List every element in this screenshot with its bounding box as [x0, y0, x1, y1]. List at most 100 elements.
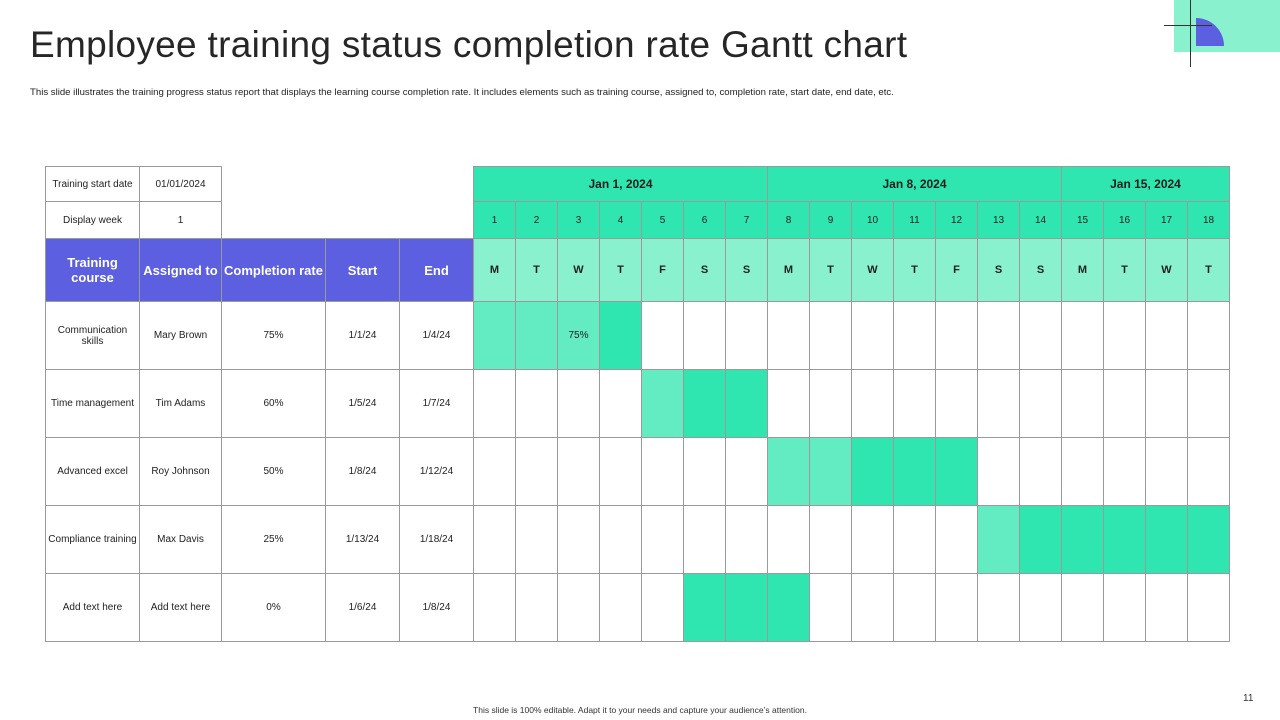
gantt-day-cell: [1145, 369, 1188, 438]
weekday-cell: W: [851, 238, 894, 302]
column-header-row: Training course Assigned to Completion r…: [45, 238, 1230, 302]
day-number-cell: 18: [1187, 201, 1230, 239]
gantt-day-cell: [1187, 437, 1230, 506]
task-course-cell[interactable]: Compliance training: [45, 505, 140, 574]
week-header-row: Training start date 01/01/2024 Jan 1, 20…: [45, 166, 1230, 202]
gantt-day-cell: [1103, 301, 1146, 370]
gantt-day-cell: [641, 505, 684, 574]
day-number-cell: 6: [683, 201, 726, 239]
gantt-day-cell: [1187, 369, 1230, 438]
task-rate-cell[interactable]: 0%: [221, 573, 326, 642]
weekday-cell: W: [557, 238, 600, 302]
gantt-bar-segment: [809, 437, 852, 506]
weekday-cell: T: [893, 238, 936, 302]
day-number-row: Display week 1 1 2 3 4 5 6 7 8 9 10 11 12 13 14 15 16 17…: [45, 201, 1230, 239]
gantt-day-cell: [1019, 301, 1062, 370]
start-date-value[interactable]: 01/01/2024: [139, 166, 222, 202]
gantt-day-cell: [977, 369, 1020, 438]
gantt-day-cell: [683, 505, 726, 574]
gantt-day-cell: [641, 437, 684, 506]
gantt-day-cell: [473, 437, 516, 506]
week-2-header: Jan 8, 2024: [767, 166, 1062, 202]
task-start-cell[interactable]: 1/13/24: [325, 505, 400, 574]
task-end-cell[interactable]: 1/12/24: [399, 437, 474, 506]
weekday-cell: S: [977, 238, 1020, 302]
gantt-day-cell: [935, 573, 978, 642]
task-assigned-cell[interactable]: Roy Johnson: [139, 437, 222, 506]
gantt-day-cell: [935, 369, 978, 438]
gantt-day-cell: [1019, 437, 1062, 506]
weekday-cell: W: [1145, 238, 1188, 302]
gantt-day-cell: [1061, 437, 1104, 506]
gantt-table: Training start date 01/01/2024 Jan 1, 20…: [45, 166, 1230, 642]
task-end-cell[interactable]: 1/7/24: [399, 369, 474, 438]
task-rate-cell[interactable]: 25%: [221, 505, 326, 574]
task-rate-cell[interactable]: 50%: [221, 437, 326, 506]
task-end-cell[interactable]: 1/8/24: [399, 573, 474, 642]
gantt-bar-segment: [1187, 505, 1230, 574]
gantt-day-cell: [1019, 573, 1062, 642]
gantt-day-cell: [977, 437, 1020, 506]
gantt-day-cell: [1061, 301, 1104, 370]
gantt-day-cell: [725, 437, 768, 506]
gantt-day-cell: [1061, 573, 1104, 642]
task-course-cell[interactable]: Communication skills: [45, 301, 140, 370]
task-course-cell[interactable]: Time management: [45, 369, 140, 438]
task-assigned-cell[interactable]: Max Davis: [139, 505, 222, 574]
start-date-label: Training start date: [45, 166, 140, 202]
gantt-bar-segment: [725, 369, 768, 438]
decorative-horizontal-line: [1164, 25, 1212, 26]
weekday-cell: F: [641, 238, 684, 302]
gantt-day-cell: [641, 573, 684, 642]
task-end-cell[interactable]: 1/4/24: [399, 301, 474, 370]
gantt-day-cell: [893, 573, 936, 642]
gantt-bar-segment: [683, 573, 726, 642]
gantt-day-cell: [641, 301, 684, 370]
corner-accent-box: [1174, 0, 1280, 52]
gantt-day-cell: [725, 505, 768, 574]
gantt-day-cell: [893, 369, 936, 438]
task-start-cell[interactable]: 1/1/24: [325, 301, 400, 370]
task-assigned-cell[interactable]: Mary Brown: [139, 301, 222, 370]
col-header-start: Start: [325, 238, 400, 302]
gantt-day-cell: [1061, 369, 1104, 438]
gantt-day-cell: [767, 505, 810, 574]
day-number-cell: 13: [977, 201, 1020, 239]
gantt-day-cell: [1145, 301, 1188, 370]
gantt-day-cell: [935, 505, 978, 574]
task-course-cell[interactable]: Add text here: [45, 573, 140, 642]
gantt-day-cell: [557, 573, 600, 642]
gantt-day-cell: [893, 505, 936, 574]
day-number-cell: 10: [851, 201, 894, 239]
task-row: Compliance training Max Davis 25% 1/13/24 1/…: [45, 505, 1230, 574]
weekday-cell: M: [473, 238, 516, 302]
gantt-day-cell: [851, 301, 894, 370]
gantt-day-cell: [809, 301, 852, 370]
gantt-day-cell: [515, 437, 558, 506]
task-end-cell[interactable]: 1/18/24: [399, 505, 474, 574]
task-rate-cell[interactable]: 75%: [221, 301, 326, 370]
task-rate-cell[interactable]: 60%: [221, 369, 326, 438]
display-week-value[interactable]: 1: [139, 201, 222, 239]
day-number-cell: 5: [641, 201, 684, 239]
task-row: Communication skills Mary Brown 75% 1/1/24 1…: [45, 301, 1230, 370]
task-assigned-cell[interactable]: Tim Adams: [139, 369, 222, 438]
gantt-day-cell: [851, 505, 894, 574]
task-start-cell[interactable]: 1/5/24: [325, 369, 400, 438]
gantt-day-cell: [977, 573, 1020, 642]
gantt-day-cell: [599, 505, 642, 574]
task-course-cell[interactable]: Advanced excel: [45, 437, 140, 506]
gantt-day-cell: [1187, 573, 1230, 642]
gantt-day-cell: [851, 369, 894, 438]
task-assigned-cell[interactable]: Add text here: [139, 573, 222, 642]
task-start-cell[interactable]: 1/6/24: [325, 573, 400, 642]
gantt-bar-segment: [767, 437, 810, 506]
weekday-cell: T: [515, 238, 558, 302]
day-number-cell: 3: [557, 201, 600, 239]
page-subtitle: This slide illustrates the training prog…: [30, 87, 894, 98]
gantt-day-cell: [809, 573, 852, 642]
task-start-cell[interactable]: 1/8/24: [325, 437, 400, 506]
gantt-day-cell: [935, 301, 978, 370]
weekday-cell: S: [1019, 238, 1062, 302]
gantt-day-cell: [1145, 437, 1188, 506]
